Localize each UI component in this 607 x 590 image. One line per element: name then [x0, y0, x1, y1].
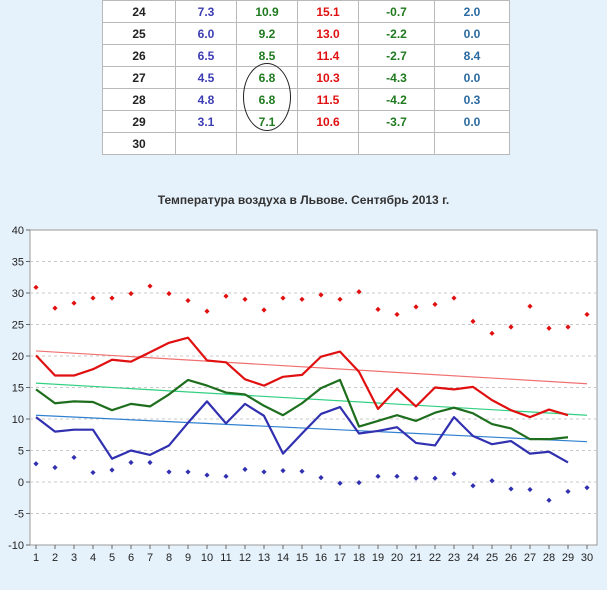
y-tick-label: 20: [12, 351, 24, 363]
x-tick-label: 27: [524, 552, 536, 564]
x-tick-label: 13: [258, 552, 270, 564]
x-tick-label: 29: [562, 552, 574, 564]
x-tick-label: 22: [429, 552, 441, 564]
x-tick-label: 10: [201, 552, 213, 564]
x-tick-label: 24: [467, 552, 479, 564]
x-tick-label: 21: [410, 552, 422, 564]
x-tick-label: 9: [185, 552, 191, 564]
x-tick-label: 2: [52, 552, 58, 564]
x-tick-label: 15: [296, 552, 308, 564]
x-tick-label: 19: [372, 552, 384, 564]
x-tick-label: 16: [315, 552, 327, 564]
y-tick-label: 10: [12, 414, 24, 426]
y-tick-label: -10: [8, 540, 24, 552]
x-tick-label: 25: [486, 552, 498, 564]
x-tick-label: 28: [543, 552, 555, 564]
x-tick-label: 7: [147, 552, 153, 564]
x-tick-label: 20: [391, 552, 403, 564]
y-tick-label: 5: [18, 446, 24, 458]
y-tick-label: 40: [12, 225, 24, 237]
x-tick-label: 5: [109, 552, 115, 564]
x-tick-label: 8: [166, 552, 172, 564]
y-tick-label: 15: [12, 383, 24, 395]
x-tick-label: 23: [448, 552, 460, 564]
y-tick-label: -5: [14, 509, 24, 521]
x-tick-label: 14: [277, 552, 289, 564]
x-tick-label: 26: [505, 552, 517, 564]
y-tick-label: 35: [12, 257, 24, 269]
x-tick-label: 3: [71, 552, 77, 564]
x-tick-label: 6: [128, 552, 134, 564]
x-tick-label: 18: [353, 552, 365, 564]
y-tick-label: 0: [18, 477, 24, 489]
x-tick-label: 30: [581, 552, 593, 564]
x-tick-label: 12: [239, 552, 251, 564]
y-tick-label: 30: [12, 288, 24, 300]
y-tick-label: 25: [12, 320, 24, 332]
x-tick-label: 17: [334, 552, 346, 564]
x-tick-label: 11: [220, 552, 231, 564]
x-tick-label: 1: [33, 552, 39, 564]
x-tick-label: 4: [90, 552, 96, 564]
